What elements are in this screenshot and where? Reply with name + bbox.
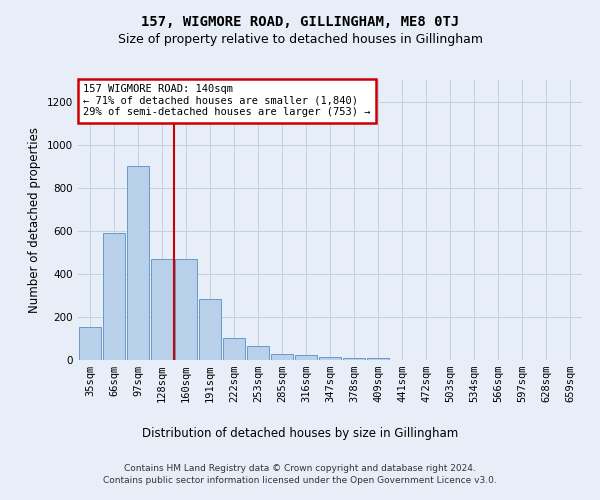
Text: Contains HM Land Registry data © Crown copyright and database right 2024.: Contains HM Land Registry data © Crown c… xyxy=(124,464,476,473)
Bar xyxy=(319,357,341,360)
Bar xyxy=(127,166,149,360)
Bar xyxy=(247,346,269,360)
Bar xyxy=(175,259,197,360)
Bar xyxy=(271,354,293,360)
Bar xyxy=(199,298,221,360)
Text: 157, WIGMORE ROAD, GILLINGHAM, ME8 0TJ: 157, WIGMORE ROAD, GILLINGHAM, ME8 0TJ xyxy=(141,15,459,29)
Text: 157 WIGMORE ROAD: 140sqm
← 71% of detached houses are smaller (1,840)
29% of sem: 157 WIGMORE ROAD: 140sqm ← 71% of detach… xyxy=(83,84,371,117)
Y-axis label: Number of detached properties: Number of detached properties xyxy=(28,127,41,313)
Bar xyxy=(367,358,389,360)
Text: Contains public sector information licensed under the Open Government Licence v3: Contains public sector information licen… xyxy=(103,476,497,485)
Bar xyxy=(295,354,317,360)
Text: Distribution of detached houses by size in Gillingham: Distribution of detached houses by size … xyxy=(142,428,458,440)
Bar xyxy=(103,233,125,360)
Bar xyxy=(79,328,101,360)
Text: Size of property relative to detached houses in Gillingham: Size of property relative to detached ho… xyxy=(118,32,482,46)
Bar xyxy=(151,259,173,360)
Bar xyxy=(343,358,365,360)
Bar xyxy=(223,338,245,360)
